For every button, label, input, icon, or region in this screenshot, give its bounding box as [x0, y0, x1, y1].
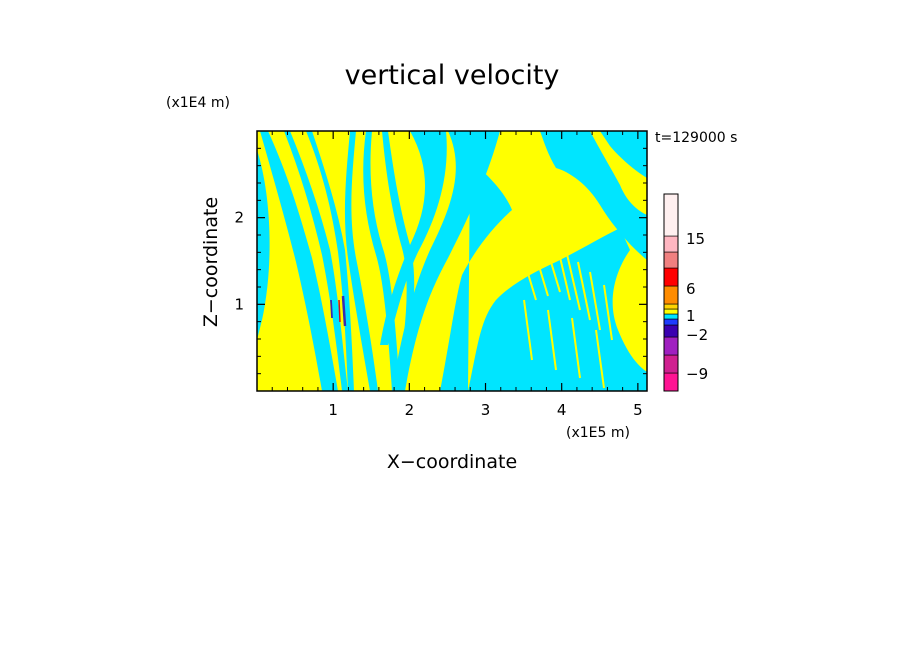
- fine-streak: [547, 309, 557, 371]
- x-tick-label: 2: [405, 401, 415, 419]
- negative-velocity-band: [440, 160, 647, 391]
- colorbar-swatch: [663, 313, 679, 320]
- colorbar-swatch: [663, 324, 679, 338]
- colorbar-swatch: [663, 267, 679, 287]
- x-tick-label: 5: [633, 401, 643, 419]
- colorbar-swatch: [663, 336, 679, 356]
- colorbar-swatch: [663, 251, 679, 269]
- field-bands: [257, 131, 647, 391]
- colorbar-label: −9: [686, 365, 708, 383]
- plot-frame: [256, 130, 648, 392]
- fine-streak: [523, 299, 533, 361]
- colorbar-swatch: [663, 308, 679, 315]
- x-axis-label: X−coordinate: [387, 451, 517, 473]
- fine-streak: [571, 317, 581, 379]
- colorbar-swatch: [663, 285, 679, 305]
- y-tick-label: 2: [234, 209, 244, 227]
- strong-positive-core: [338, 299, 341, 323]
- colorbar-swatch: [663, 303, 679, 310]
- fine-streak: [603, 284, 613, 341]
- colorbar-label: 15: [686, 230, 705, 248]
- y-axis-label: Z−coordinate: [200, 197, 222, 327]
- colorbar-swatch: [663, 193, 679, 237]
- fine-streak: [555, 239, 571, 301]
- x-scale-label: (x1E5 m): [566, 425, 630, 441]
- plot-area: [257, 131, 647, 391]
- colorbar-swatch: [663, 235, 679, 253]
- colorbar-swatch: [663, 372, 679, 392]
- fine-streak: [577, 261, 591, 321]
- x-tick-label: 1: [328, 401, 338, 419]
- negative-velocity-band: [257, 150, 270, 340]
- fine-streak: [541, 231, 561, 293]
- colorbar: −9 −21 6 15: [663, 193, 708, 392]
- y-tick-label: 1: [234, 295, 244, 313]
- colorbar-swatch: [663, 318, 679, 326]
- strong-negative-core: [330, 299, 333, 319]
- negative-velocity-band: [380, 131, 447, 345]
- chart-title: vertical velocity: [345, 60, 560, 91]
- fine-streak: [565, 249, 581, 311]
- x-tick-label: 3: [481, 401, 491, 419]
- time-label: t=129000 s: [655, 130, 737, 146]
- negative-velocity-band: [600, 131, 647, 178]
- colorbar-swatch: [663, 354, 679, 374]
- y-scale-label: (x1E4 m): [166, 95, 230, 111]
- negative-velocity-band: [260, 131, 338, 391]
- negative-velocity-band: [284, 131, 348, 391]
- negative-velocity-band: [540, 131, 647, 260]
- fine-streak: [517, 239, 537, 301]
- negative-velocity-band: [490, 300, 529, 391]
- fine-streak: [529, 235, 549, 297]
- colorbar-label: 1: [686, 307, 696, 325]
- y-axis-ticks: 12: [234, 147, 647, 375]
- x-axis-ticks: 1 2 3 4 5: [271, 131, 643, 419]
- fine-streak: [589, 271, 601, 331]
- strong-negative-core: [341, 295, 347, 327]
- colorbar-label: −2: [686, 326, 708, 344]
- colorbar-frame: [663, 193, 679, 392]
- x-tick-label: 4: [557, 401, 567, 419]
- fine-streak: [595, 329, 605, 389]
- colorbar-label: 6: [686, 280, 696, 298]
- negative-velocity-band: [306, 131, 354, 391]
- negative-velocity-band: [344, 131, 378, 391]
